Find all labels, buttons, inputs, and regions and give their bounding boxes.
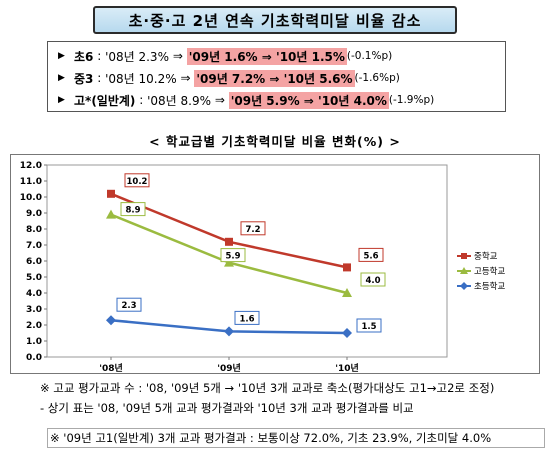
note-line-3-text: ※ '09년 고1(일반계) 3개 교과 평가결과 : 보통이상 72.0%, … [50, 431, 492, 445]
stats-base: '08년 8.9% [147, 93, 211, 108]
data-label-box [356, 318, 382, 333]
data-label-box [220, 248, 246, 263]
stats-2010: '10년 5.6% [283, 71, 353, 86]
stats-change: (-0.1%p) [346, 50, 393, 62]
stats-row-high: ▶ 고*(일반계) : '08년 8.9% ⇒ '09년 5.9% ⇒ '10년… [58, 91, 435, 109]
arrow-icon: ⇒ [172, 49, 183, 63]
legend-marker [460, 282, 468, 290]
bullet-icon: ▶ [58, 73, 65, 83]
data-point [106, 209, 116, 219]
stats-row-elementary: ▶ 초6 : '08년 2.3% ⇒ '09년 1.6% ⇒ '10년 1.5%… [58, 47, 393, 65]
data-label: 8.9 [125, 206, 140, 216]
data-point [224, 257, 234, 267]
stats-row-middle: ▶ 중3 : '08년 10.2% ⇒ '09년 7.2% ⇒ '10년 5.6… [58, 69, 400, 87]
stats-base: '08년 2.3% [105, 49, 169, 64]
y-tick-label: 11.0 [20, 177, 42, 187]
line-chart: 0.0 1.0 2.0 3.0 4.0 5.0 6.0 7.0 8.0 9.0 10.0 11.0 12… [20, 161, 506, 374]
x-tick-label: '09년 [217, 362, 241, 374]
x-tick-label: '08년 [99, 362, 123, 374]
data-point [224, 326, 234, 337]
legend-label: 초등학교 [474, 281, 505, 292]
legend-marker [461, 253, 467, 259]
stats-level: 중3 [74, 71, 94, 86]
data-label: 7.2 [245, 225, 260, 235]
bullet-icon: ▶ [58, 51, 65, 61]
arrow-icon: ⇒ [261, 49, 272, 64]
data-label-box [124, 173, 150, 188]
arrow-icon: ⇒ [303, 93, 314, 108]
stats-change: (-1.9%p) [388, 94, 435, 106]
x-tick-label: '10년 [335, 362, 359, 374]
y-tick-label: 6.0 [26, 257, 42, 267]
arrow-icon: ⇒ [214, 93, 225, 107]
chart-subtitle: < 학교급별 기초학력미달 비율 변화(%) > [149, 134, 401, 149]
stats-2009: '09년 5.9% [230, 93, 300, 108]
data-point [106, 315, 116, 326]
y-tick-label: 2.0 [26, 321, 42, 331]
legend-marker [460, 267, 468, 274]
stats-2009: '09년 1.6% [188, 49, 258, 64]
data-label: 1.6 [239, 314, 254, 324]
data-point [343, 263, 351, 272]
stats-level: 고*(일반계) [74, 93, 136, 108]
data-label-box [358, 247, 384, 262]
stats-2010: '10년 1.5% [276, 49, 345, 64]
arrow-icon: ⇒ [269, 71, 280, 86]
bullet-icon: ▶ [58, 95, 65, 105]
page-title-text: 초·중·고 2년 연속 기초학력미달 비율 감소 [128, 11, 422, 30]
stats-2009: '09년 7.2% [196, 71, 266, 86]
stats-change: (-1.6%p) [354, 72, 400, 84]
y-tick-label: 0.0 [26, 353, 42, 363]
data-point [342, 328, 352, 338]
data-point [342, 288, 352, 297]
data-label: 5.6 [363, 251, 378, 261]
data-label: 4.0 [365, 276, 380, 286]
stats-highlight: '09년 7.2% ⇒ '10년 5.6% [194, 69, 355, 87]
data-label: 2.3 [121, 301, 136, 311]
page-title: 초·중·고 2년 연속 기초학력미달 비율 감소 [93, 6, 457, 34]
data-point [225, 237, 233, 246]
y-tick-label: 1.0 [26, 337, 42, 347]
arrow-icon: ⇒ [180, 71, 191, 85]
stats-base: '08년 10.2% [105, 71, 177, 86]
data-label-box [234, 310, 260, 325]
data-label-box [360, 272, 386, 287]
data-label-box [116, 297, 142, 312]
data-label: 10.2 [127, 177, 148, 187]
stats-summary-box: ▶ 초6 : '08년 2.3% ⇒ '09년 1.6% ⇒ '10년 1.5%… [47, 41, 506, 112]
y-tick-label: 10.0 [20, 193, 42, 203]
legend-label: 중학교 [474, 251, 498, 262]
stats-2010: '10년 4.0% [318, 93, 387, 108]
stats-highlight: '09년 5.9% ⇒ '10년 4.0% [228, 91, 389, 109]
data-label-box [120, 202, 146, 217]
y-tick-label: 7.0 [26, 241, 42, 251]
y-tick-label: 3.0 [26, 305, 42, 315]
data-label: 5.9 [225, 252, 240, 262]
chart-frame: 0.0 1.0 2.0 3.0 4.0 5.0 6.0 7.0 8.0 9.0 10.0 11.0 12… [10, 154, 540, 374]
y-tick-label: 8.0 [26, 225, 42, 235]
stats-level: 초6 [74, 49, 94, 64]
data-label-box [240, 221, 266, 236]
data-point [107, 189, 115, 198]
note-line-2: - 상기 표는 '08, '09년 5개 교과 평가결과와 '10년 3개 교과… [40, 401, 414, 415]
y-tick-label: 4.0 [26, 289, 42, 299]
stats-highlight: '09년 1.6% ⇒ '10년 1.5% [186, 47, 347, 65]
y-tick-label: 12.0 [20, 161, 42, 171]
data-label: 1.5 [361, 322, 376, 332]
note-line-1: ※ 고교 평가교과 수 : '08, '09년 5개 → '10년 3개 교과로… [40, 381, 495, 395]
y-tick-label: 5.0 [26, 273, 42, 283]
note-line-3: ※ '09년 고1(일반계) 3개 교과 평가결과 : 보통이상 72.0%, … [47, 428, 545, 448]
y-tick-label: 9.0 [26, 209, 42, 219]
legend-label: 고등학교 [474, 266, 505, 277]
